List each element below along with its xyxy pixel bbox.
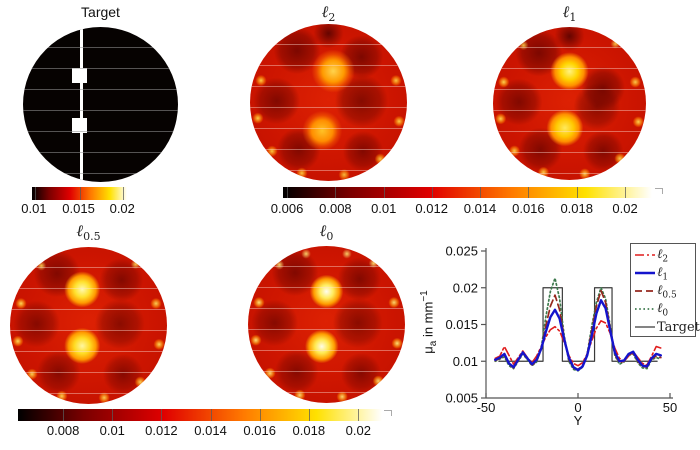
colorbar-tick-label: 0.018	[292, 423, 326, 438]
colorbar-tick-label: 0.015	[62, 201, 95, 216]
plot-legend: ℓ2 ℓ1 ℓ0.5 ℓ0 Target	[630, 243, 700, 337]
y-tick-label: 0.02	[453, 280, 478, 295]
colorbar-tick-label: 0.016	[243, 423, 276, 438]
reconstruction-l05-image	[10, 247, 167, 404]
legend-label: ℓ2	[657, 246, 669, 265]
colorbar-tick-label: 0.008	[319, 201, 352, 216]
target-colorbar	[32, 187, 127, 200]
colorbar-tick-label: 0.01	[21, 201, 47, 216]
colorbar-tick-label: 0.012	[415, 201, 448, 216]
target-inclusion-square-bottom	[72, 118, 87, 133]
reconstruction-l2-image	[250, 24, 407, 181]
legend-item-l2: ℓ2	[635, 246, 695, 264]
colorbar-tick-label: 0.016	[512, 201, 545, 216]
legend-line-sample	[635, 271, 655, 275]
panel-title-l05: ℓ0.5	[76, 221, 101, 244]
colorbar-tick-label: 0.01	[371, 201, 397, 216]
legend-line-sample	[635, 254, 655, 256]
y-tick-label: 0.005	[445, 391, 478, 406]
colorbar-tick-label: 0.014	[463, 201, 497, 216]
row1-colorbar-labels: 0.006 0.008 0.01 0.012 0.014 0.016 0.018…	[271, 201, 652, 216]
y-tick-label: 0.01	[453, 354, 478, 369]
legend-item-Target: Target	[635, 318, 700, 336]
colorbar-tick-label: 0.02	[109, 201, 135, 216]
row2-colorbar-labels: 0.008 0.01 0.012 0.014 0.016 0.018 0.02	[18, 423, 382, 438]
legend-line-sample	[635, 290, 655, 292]
colorbar-tick-label: 0.018	[560, 201, 593, 216]
y-tick-label: 0.025	[445, 244, 478, 259]
colorbar-tick-label: 0.014	[194, 423, 227, 438]
x-tick-label: 50	[663, 400, 677, 415]
panel-title-l0: ℓ0	[319, 221, 334, 244]
target-inclusion-line	[80, 27, 83, 182]
panel-title-l1: ℓ1	[562, 2, 577, 25]
colorbar-tick-label: 0.02	[612, 201, 638, 216]
row1-colorbar	[283, 187, 652, 198]
legend-label: ℓ0	[657, 300, 669, 319]
legend-item-l0.5: ℓ0.5	[635, 282, 695, 300]
legend-line-sample	[635, 326, 655, 328]
legend-label: ℓ0.5	[657, 282, 677, 301]
plot-y-axis-label: μa in mm−1	[419, 290, 439, 354]
y-tick-label: 0.015	[445, 317, 478, 332]
colorbar-tick-label: 0.02	[345, 423, 371, 438]
colorbar-tick-label: 0.01	[99, 423, 125, 438]
legend-item-l0: ℓ0	[635, 300, 695, 318]
colorbar-tick-label: 0.008	[46, 423, 80, 438]
row2-colorbar	[18, 409, 382, 421]
panel-title-l2: ℓ2	[321, 2, 336, 25]
target-phantom-image	[23, 27, 178, 182]
x-tick-label: -50	[477, 400, 496, 415]
legend-label: Target	[657, 319, 700, 335]
plot-x-axis-label: Y	[573, 413, 583, 428]
reconstruction-l1-image	[493, 27, 646, 180]
colorbar-tick-label: 0.012	[145, 423, 178, 438]
row2-colorbar-endmark	[384, 410, 392, 416]
legend-item-l1: ℓ1	[635, 264, 695, 282]
reconstruction-l0-image	[248, 246, 405, 403]
target-colorbar-labels: 0.01 0.015 0.02	[21, 201, 135, 216]
panel-title-target: Target	[81, 4, 120, 20]
legend-line-sample	[635, 308, 655, 310]
target-inclusion-square-top	[72, 68, 87, 83]
row1-colorbar-endmark	[655, 188, 663, 194]
legend-label: ℓ1	[657, 264, 669, 283]
colorbar-tick-label: 0.006	[270, 201, 304, 216]
